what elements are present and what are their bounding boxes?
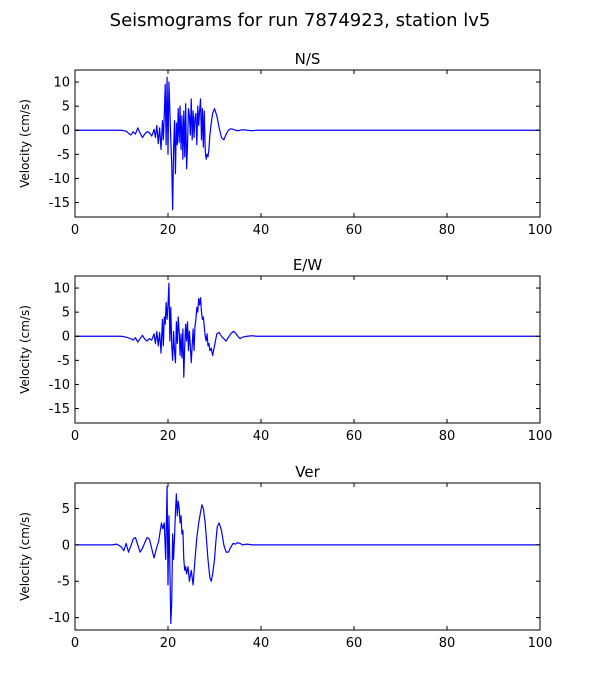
x-tick-label-ver: 40 — [253, 636, 270, 651]
x-tick-label-ver: 20 — [160, 636, 177, 651]
x-tick-label-ver: 60 — [346, 636, 363, 651]
y-axis-label-e-w: Velocity (cm/s) — [18, 305, 32, 394]
y-tick-label-ver: 0 — [62, 538, 70, 553]
panel-e-w: E/W Velocity (cm/s) 0 20 40 60 80 100 -15 -10 -5 0 5… — [18, 256, 552, 444]
y-tick-label-e-w: -5 — [57, 354, 70, 369]
x-tick-label-n-s: 80 — [439, 223, 456, 238]
x-tick-label-ver: 0 — [71, 636, 79, 651]
y-tick-label-n-s: -5 — [57, 148, 70, 163]
trace-line-e-w — [75, 282, 540, 378]
trace-line-n-s — [75, 76, 540, 211]
y-tick-label-e-w: 0 — [62, 330, 70, 345]
axes-frame-n-s — [74, 69, 541, 218]
x-tick-label-n-s: 0 — [71, 223, 79, 238]
y-tick-label-n-s: 5 — [62, 100, 70, 115]
y-tick-label-e-w: -10 — [49, 378, 70, 393]
y-tick-label-ver: -5 — [57, 575, 70, 590]
axes-frame-ver — [74, 482, 541, 631]
y-tick-label-ver: -10 — [49, 611, 70, 626]
trace-line-ver — [75, 486, 540, 625]
y-tick-label-n-s: -15 — [49, 196, 70, 211]
x-tick-label-e-w: 20 — [160, 429, 177, 444]
y-tick-label-n-s: 10 — [53, 76, 70, 91]
panel-ver: Ver Velocity (cm/s) 0 20 40 60 80 100 -10 -5 0 5 — [18, 463, 552, 651]
x-tick-label-n-s: 40 — [253, 223, 270, 238]
panel-title-n-s: N/S — [295, 50, 321, 68]
y-tick-label-e-w: -15 — [49, 402, 70, 417]
panel-n-s: N/S Velocity (cm/s) 0 20 40 60 80 100 -15 -10 -5 0 5… — [18, 50, 552, 238]
x-tick-label-n-s: 60 — [346, 223, 363, 238]
y-tick-label-e-w: 5 — [62, 306, 70, 321]
x-tick-label-ver: 80 — [439, 636, 456, 651]
x-tick-label-e-w: 100 — [528, 429, 553, 444]
x-tick-label-n-s: 100 — [528, 223, 553, 238]
x-tick-label-e-w: 80 — [439, 429, 456, 444]
x-tick-label-e-w: 0 — [71, 429, 79, 444]
y-tick-label-ver: 5 — [62, 502, 70, 517]
y-axis-label-ver: Velocity (cm/s) — [18, 512, 32, 601]
x-tick-label-ver: 100 — [528, 636, 553, 651]
panel-title-ver: Ver — [295, 463, 320, 481]
figure-title: Seismograms for run 7874923, station lv5 — [109, 10, 491, 31]
panel-title-e-w: E/W — [293, 256, 323, 274]
y-axis-label-n-s: Velocity (cm/s) — [18, 99, 32, 188]
y-tick-label-n-s: 0 — [62, 124, 70, 139]
x-tick-label-e-w: 40 — [253, 429, 270, 444]
y-tick-label-e-w: 10 — [53, 282, 70, 297]
axes-frame-e-w — [74, 275, 541, 424]
x-tick-label-e-w: 60 — [346, 429, 363, 444]
x-tick-label-n-s: 20 — [160, 223, 177, 238]
y-tick-label-n-s: -10 — [49, 172, 70, 187]
